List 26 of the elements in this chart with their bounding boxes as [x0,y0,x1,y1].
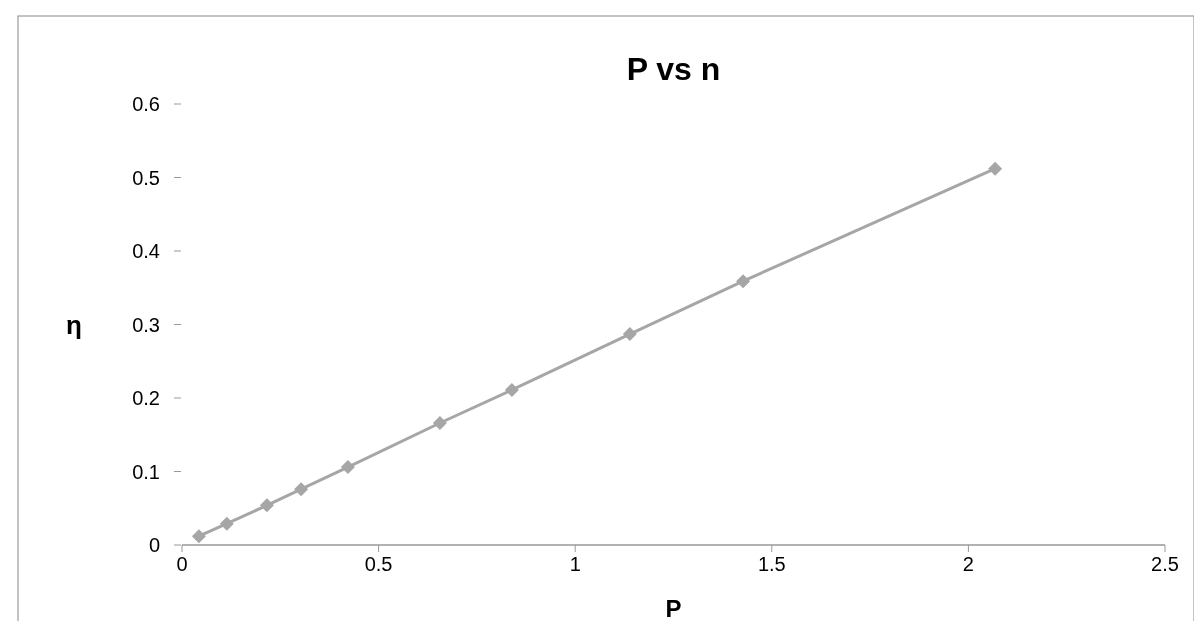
point [622,327,637,342]
x-axis-title: P [665,595,682,622]
point [294,482,309,497]
point [988,161,1003,176]
y-axis-title: η [66,309,82,340]
x-tick-label: 0 [176,553,188,575]
x-tick-label: 1 [569,553,581,575]
y-tick-label: 0.6 [132,93,160,115]
y-tick-label: 0.2 [132,387,160,409]
point [736,274,751,289]
y-tick-label: 0.1 [132,460,160,483]
x-tick-label: 0.5 [364,553,393,575]
point [432,415,447,430]
point [219,516,234,531]
y-tick-label: 0.4 [132,240,160,262]
y-tick-label: 0.3 [132,313,160,336]
x-tick-label: 1.5 [757,553,786,575]
y-tick-label: 0.5 [132,166,160,189]
point [191,529,206,544]
x-tick-label: 2 [962,553,974,575]
point [504,382,519,397]
point [259,498,274,513]
x-tick-label: 2.5 [1151,553,1179,575]
y-tick-label: 0 [148,534,160,556]
chart-title: P vs n [626,51,721,87]
point [340,460,355,475]
